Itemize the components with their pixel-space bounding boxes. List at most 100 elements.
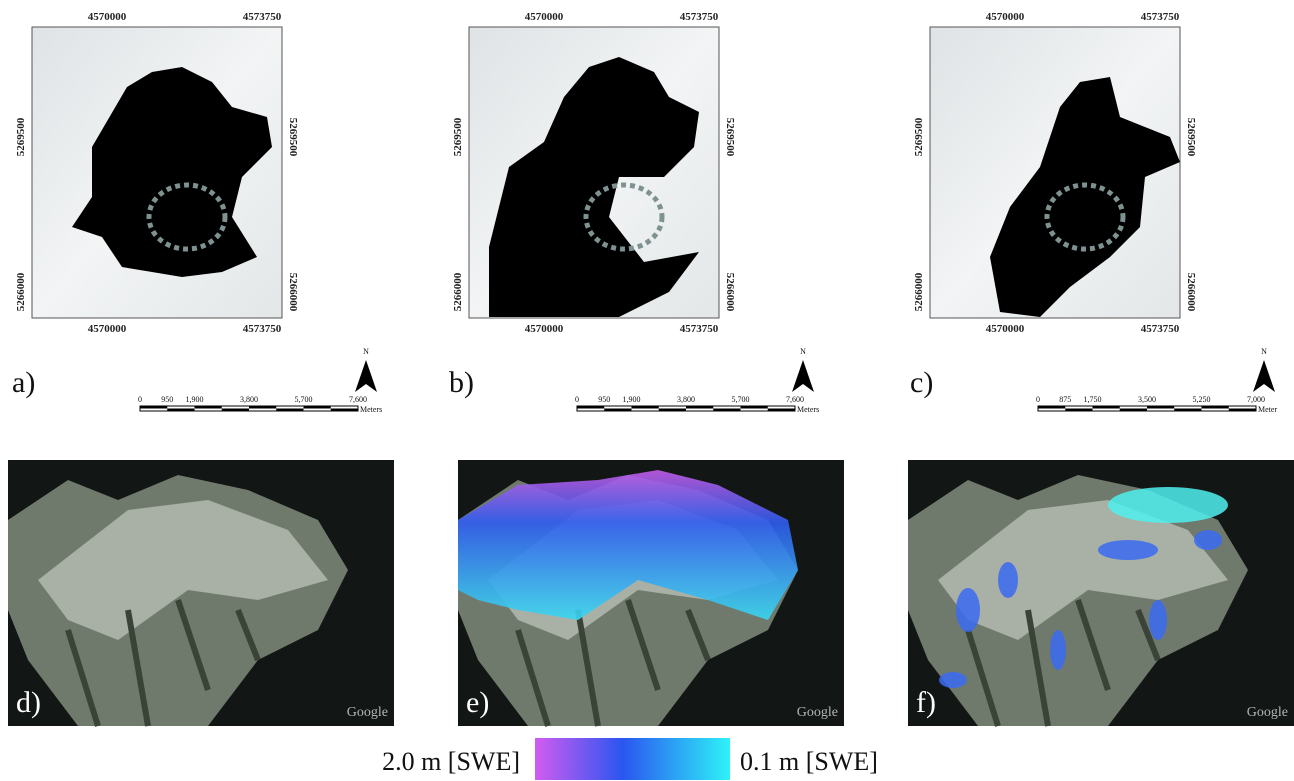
snow-area <box>990 77 1180 317</box>
scale-unit: Meter <box>1258 405 1277 414</box>
swe-patch <box>1149 600 1167 640</box>
swe-patch <box>1050 630 1066 670</box>
scale-segment <box>330 408 358 411</box>
scale-label: 0 <box>1036 395 1040 404</box>
scale-segment <box>276 408 304 411</box>
scale-label: 7,600 <box>349 395 367 404</box>
swe-patch <box>998 562 1018 598</box>
scale-segment <box>577 406 605 409</box>
scale-segment <box>249 406 277 409</box>
legend-low: 0.1 m [SWE] <box>740 747 878 776</box>
terrain <box>458 470 798 727</box>
snow-cover <box>72 67 272 277</box>
scale-segment <box>658 408 686 411</box>
scale-label: 5,250 <box>1193 395 1211 404</box>
legend-gradient <box>535 738 730 780</box>
scale-segment <box>713 408 741 411</box>
scale-segment <box>1038 406 1066 409</box>
scale-segment <box>194 406 222 409</box>
scale-segment <box>140 406 168 409</box>
north-label: N <box>363 347 369 356</box>
north-arrow <box>792 360 814 392</box>
y-coordinate: 5269500 <box>287 118 299 157</box>
scale-label: 3,800 <box>677 395 695 404</box>
y-coordinate: 5266000 <box>15 272 27 311</box>
scale-label: 1,750 <box>1084 395 1102 404</box>
north-arrow <box>1253 360 1275 392</box>
y-coordinate: 5266000 <box>1185 273 1197 312</box>
scale-segment <box>1174 408 1202 411</box>
terrain <box>8 475 348 727</box>
scale-label: 0 <box>138 395 142 404</box>
scale-segment <box>604 408 632 411</box>
scale-label: 875 <box>1059 395 1071 404</box>
scale-segment <box>1228 408 1256 411</box>
y-coordinate: 5266000 <box>452 272 464 311</box>
scale-segment <box>1147 406 1175 409</box>
x-coordinate: 4573750 <box>243 11 282 23</box>
scale-label: 5,700 <box>295 395 313 404</box>
panel-label: e) <box>466 686 489 719</box>
scale-segment <box>221 408 249 411</box>
y-coordinate: 5266000 <box>724 273 736 312</box>
y-coordinate: 5269500 <box>1185 118 1197 157</box>
y-coordinate: 5266000 <box>913 272 925 311</box>
study-area-outline <box>146 182 228 252</box>
study-area-outline <box>583 182 665 252</box>
study-area-outline <box>1044 182 1126 252</box>
scale-segment <box>740 406 768 409</box>
ridge <box>938 500 1228 640</box>
scale-segment <box>167 408 195 411</box>
watermark: Google <box>347 705 388 720</box>
x-coordinate: 4570000 <box>525 11 564 23</box>
swe-patch <box>956 588 980 632</box>
x-coordinate: 4573750 <box>1141 323 1180 335</box>
x-coordinate: 4573750 <box>680 323 719 335</box>
scale-label: 7,000 <box>1247 395 1265 404</box>
legend-high: 2.0 m [SWE] <box>382 747 520 776</box>
x-coordinate: 4570000 <box>525 323 564 335</box>
x-coordinate: 4570000 <box>986 11 1025 23</box>
x-coordinate: 4573750 <box>243 323 282 335</box>
snow-cover <box>990 77 1180 317</box>
y-coordinate: 5269500 <box>452 117 464 156</box>
scale-segment <box>631 406 659 409</box>
scale-segment <box>1065 408 1093 411</box>
valleys <box>65 599 261 727</box>
scale-segment <box>1201 406 1229 409</box>
scale-segment <box>1119 408 1147 411</box>
scale-label: 1,900 <box>186 395 204 404</box>
y-coordinate: 5266000 <box>287 273 299 312</box>
y-coordinate: 5269500 <box>15 117 27 156</box>
scale-label: 0 <box>575 395 579 404</box>
swe-patch <box>939 672 967 688</box>
x-coordinate: 4570000 <box>986 323 1025 335</box>
scale-unit: Meters <box>360 405 382 414</box>
swe-patch <box>1108 487 1228 523</box>
scale-segment <box>686 406 714 409</box>
valleys <box>515 599 711 727</box>
scale-label: 7,600 <box>786 395 804 404</box>
x-coordinate: 4573750 <box>1141 11 1180 23</box>
north-arrow <box>355 360 377 392</box>
swe-overlay <box>458 470 798 620</box>
north-label: N <box>800 347 806 356</box>
watermark: Google <box>797 705 838 720</box>
swe-patch <box>1098 540 1158 560</box>
ridge <box>38 500 328 640</box>
x-coordinate: 4570000 <box>88 323 127 335</box>
scale-label: 5,700 <box>732 395 750 404</box>
panel-label: c) <box>910 366 933 399</box>
scale-label: 1,900 <box>623 395 641 404</box>
panel-label: f) <box>916 686 936 719</box>
panel-label: d) <box>16 686 41 719</box>
scale-unit: Meters <box>797 405 819 414</box>
scale-label: 3,800 <box>240 395 258 404</box>
north-label: N <box>1261 347 1267 356</box>
scale-label: 3,500 <box>1138 395 1156 404</box>
watermark: Google <box>1247 705 1288 720</box>
snow-area <box>489 57 699 317</box>
snow-area <box>72 67 272 277</box>
